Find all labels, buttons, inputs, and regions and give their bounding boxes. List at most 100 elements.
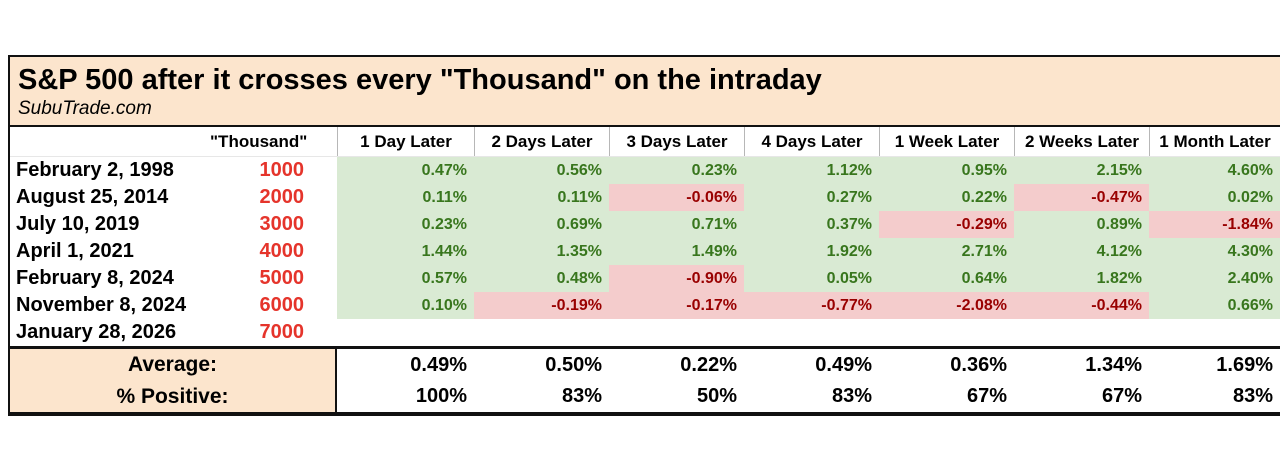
return-cell: 4.60% xyxy=(1149,157,1280,184)
table-row: January 28, 2026 7000 xyxy=(10,319,1280,346)
event-date: February 8, 2024 xyxy=(16,267,174,289)
event-date: July 10, 2019 xyxy=(16,213,140,235)
return-cell: 2.71% xyxy=(879,238,1014,265)
table-title-bar: S&P 500 after it crosses every "Thousand… xyxy=(10,57,1280,127)
return-cell: -0.77% xyxy=(744,292,879,319)
return-cell: 0.23% xyxy=(337,211,474,238)
thousand-level: 4000 xyxy=(259,240,305,262)
header-2-days-later: 2 Days Later xyxy=(474,127,609,156)
return-cell xyxy=(744,319,879,346)
table-row: February 8, 2024 5000 0.57% 0.48% -0.90%… xyxy=(10,265,1280,292)
return-cell: -2.08% xyxy=(879,292,1014,319)
table-row: February 2, 1998 1000 0.47% 0.56% 0.23% … xyxy=(10,157,1280,184)
thousand-level: 2000 xyxy=(259,186,305,208)
source-credit: SubuTrade.com xyxy=(18,98,152,119)
average-value: 1.34% xyxy=(1085,354,1142,376)
average-value: 1.69% xyxy=(1216,354,1273,376)
average-row: Average: 0.49% 0.50% 0.22% 0.49% 0.36% 1… xyxy=(10,349,1280,381)
header-2-weeks-later: 2 Weeks Later xyxy=(1014,127,1149,156)
return-cell: 0.11% xyxy=(474,184,609,211)
return-cell: -0.90% xyxy=(609,265,744,292)
average-label: Average: xyxy=(10,349,337,381)
return-cell: 4.30% xyxy=(1149,238,1280,265)
percent-positive-value: 83% xyxy=(1232,385,1273,407)
return-cell: -0.19% xyxy=(474,292,609,319)
percent-positive-row: % Positive: 100% 83% 50% 83% 67% 67% 83% xyxy=(10,381,1280,412)
return-cell: -0.47% xyxy=(1014,184,1149,211)
return-cell: 4.12% xyxy=(1014,238,1149,265)
event-date: February 2, 1998 xyxy=(16,159,174,181)
return-cell: 1.49% xyxy=(609,238,744,265)
return-cell: 0.89% xyxy=(1014,211,1149,238)
thousand-level: 1000 xyxy=(259,159,305,181)
page-title: S&P 500 after it crosses every "Thousand… xyxy=(18,64,822,96)
return-cell: -0.06% xyxy=(609,184,744,211)
performance-table: S&P 500 after it crosses every "Thousand… xyxy=(8,55,1280,416)
return-cell: -0.17% xyxy=(609,292,744,319)
header-3-days-later: 3 Days Later xyxy=(609,127,744,156)
event-date: August 25, 2014 xyxy=(16,186,169,208)
return-cell: 2.15% xyxy=(1014,157,1149,184)
table-row: July 10, 2019 3000 0.23% 0.69% 0.71% 0.3… xyxy=(10,211,1280,238)
column-header-row: "Thousand" 1 Day Later 2 Days Later 3 Da… xyxy=(10,127,1280,157)
summary-divider xyxy=(10,346,1280,349)
return-cell: 0.56% xyxy=(474,157,609,184)
header-1-month-later: 1 Month Later xyxy=(1149,127,1280,156)
percent-positive-value: 67% xyxy=(966,385,1007,407)
return-cell: 0.47% xyxy=(337,157,474,184)
percent-positive-value: 67% xyxy=(1101,385,1142,407)
header-1-day-later: 1 Day Later xyxy=(337,127,474,156)
return-cell: 0.48% xyxy=(474,265,609,292)
percent-positive-value: 83% xyxy=(561,385,602,407)
header-1-week-later: 1 Week Later xyxy=(879,127,1014,156)
return-cell: 2.40% xyxy=(1149,265,1280,292)
percent-positive-value: 50% xyxy=(696,385,737,407)
return-cell: 1.35% xyxy=(474,238,609,265)
average-value: 0.49% xyxy=(410,354,467,376)
table-row: April 1, 2021 4000 1.44% 1.35% 1.49% 1.9… xyxy=(10,238,1280,265)
return-cell: 1.12% xyxy=(744,157,879,184)
average-value: 0.49% xyxy=(815,354,872,376)
thousand-level: 5000 xyxy=(259,267,305,289)
thousand-level: 6000 xyxy=(259,294,305,316)
return-cell: -0.29% xyxy=(879,211,1014,238)
percent-positive-value: 83% xyxy=(831,385,872,407)
table-row: November 8, 2024 6000 0.10% -0.19% -0.17… xyxy=(10,292,1280,319)
return-cell: 0.64% xyxy=(879,265,1014,292)
return-cell: 0.23% xyxy=(609,157,744,184)
return-cell: 0.22% xyxy=(879,184,1014,211)
return-cell: 0.05% xyxy=(744,265,879,292)
return-cell xyxy=(609,319,744,346)
return-cell: 0.95% xyxy=(879,157,1014,184)
average-value: 0.22% xyxy=(680,354,737,376)
average-value: 0.50% xyxy=(545,354,602,376)
header-4-days-later: 4 Days Later xyxy=(744,127,879,156)
header-thousand: "Thousand" xyxy=(210,132,308,151)
return-cell xyxy=(337,319,474,346)
return-cell xyxy=(1149,319,1280,346)
return-cell: 0.71% xyxy=(609,211,744,238)
average-value: 0.36% xyxy=(950,354,1007,376)
return-cell: 0.27% xyxy=(744,184,879,211)
thousand-level: 3000 xyxy=(259,213,305,235)
return-cell xyxy=(474,319,609,346)
return-cell: 1.44% xyxy=(337,238,474,265)
percent-positive-value: 100% xyxy=(415,385,467,407)
return-cell: 0.11% xyxy=(337,184,474,211)
return-cell: 0.57% xyxy=(337,265,474,292)
table-row: August 25, 2014 2000 0.11% 0.11% -0.06% … xyxy=(10,184,1280,211)
return-cell: -0.44% xyxy=(1014,292,1149,319)
event-date: November 8, 2024 xyxy=(16,294,187,316)
thousand-level: 7000 xyxy=(259,321,305,343)
return-cell: 0.37% xyxy=(744,211,879,238)
header-date-spacer xyxy=(10,127,210,156)
return-cell xyxy=(879,319,1014,346)
return-cell: 0.10% xyxy=(337,292,474,319)
event-date: April 1, 2021 xyxy=(16,240,134,262)
return-cell: 0.66% xyxy=(1149,292,1280,319)
return-cell: -1.84% xyxy=(1149,211,1280,238)
return-cell: 0.69% xyxy=(474,211,609,238)
return-cell: 1.92% xyxy=(744,238,879,265)
percent-positive-label: % Positive: xyxy=(10,381,337,412)
return-cell: 1.82% xyxy=(1014,265,1149,292)
